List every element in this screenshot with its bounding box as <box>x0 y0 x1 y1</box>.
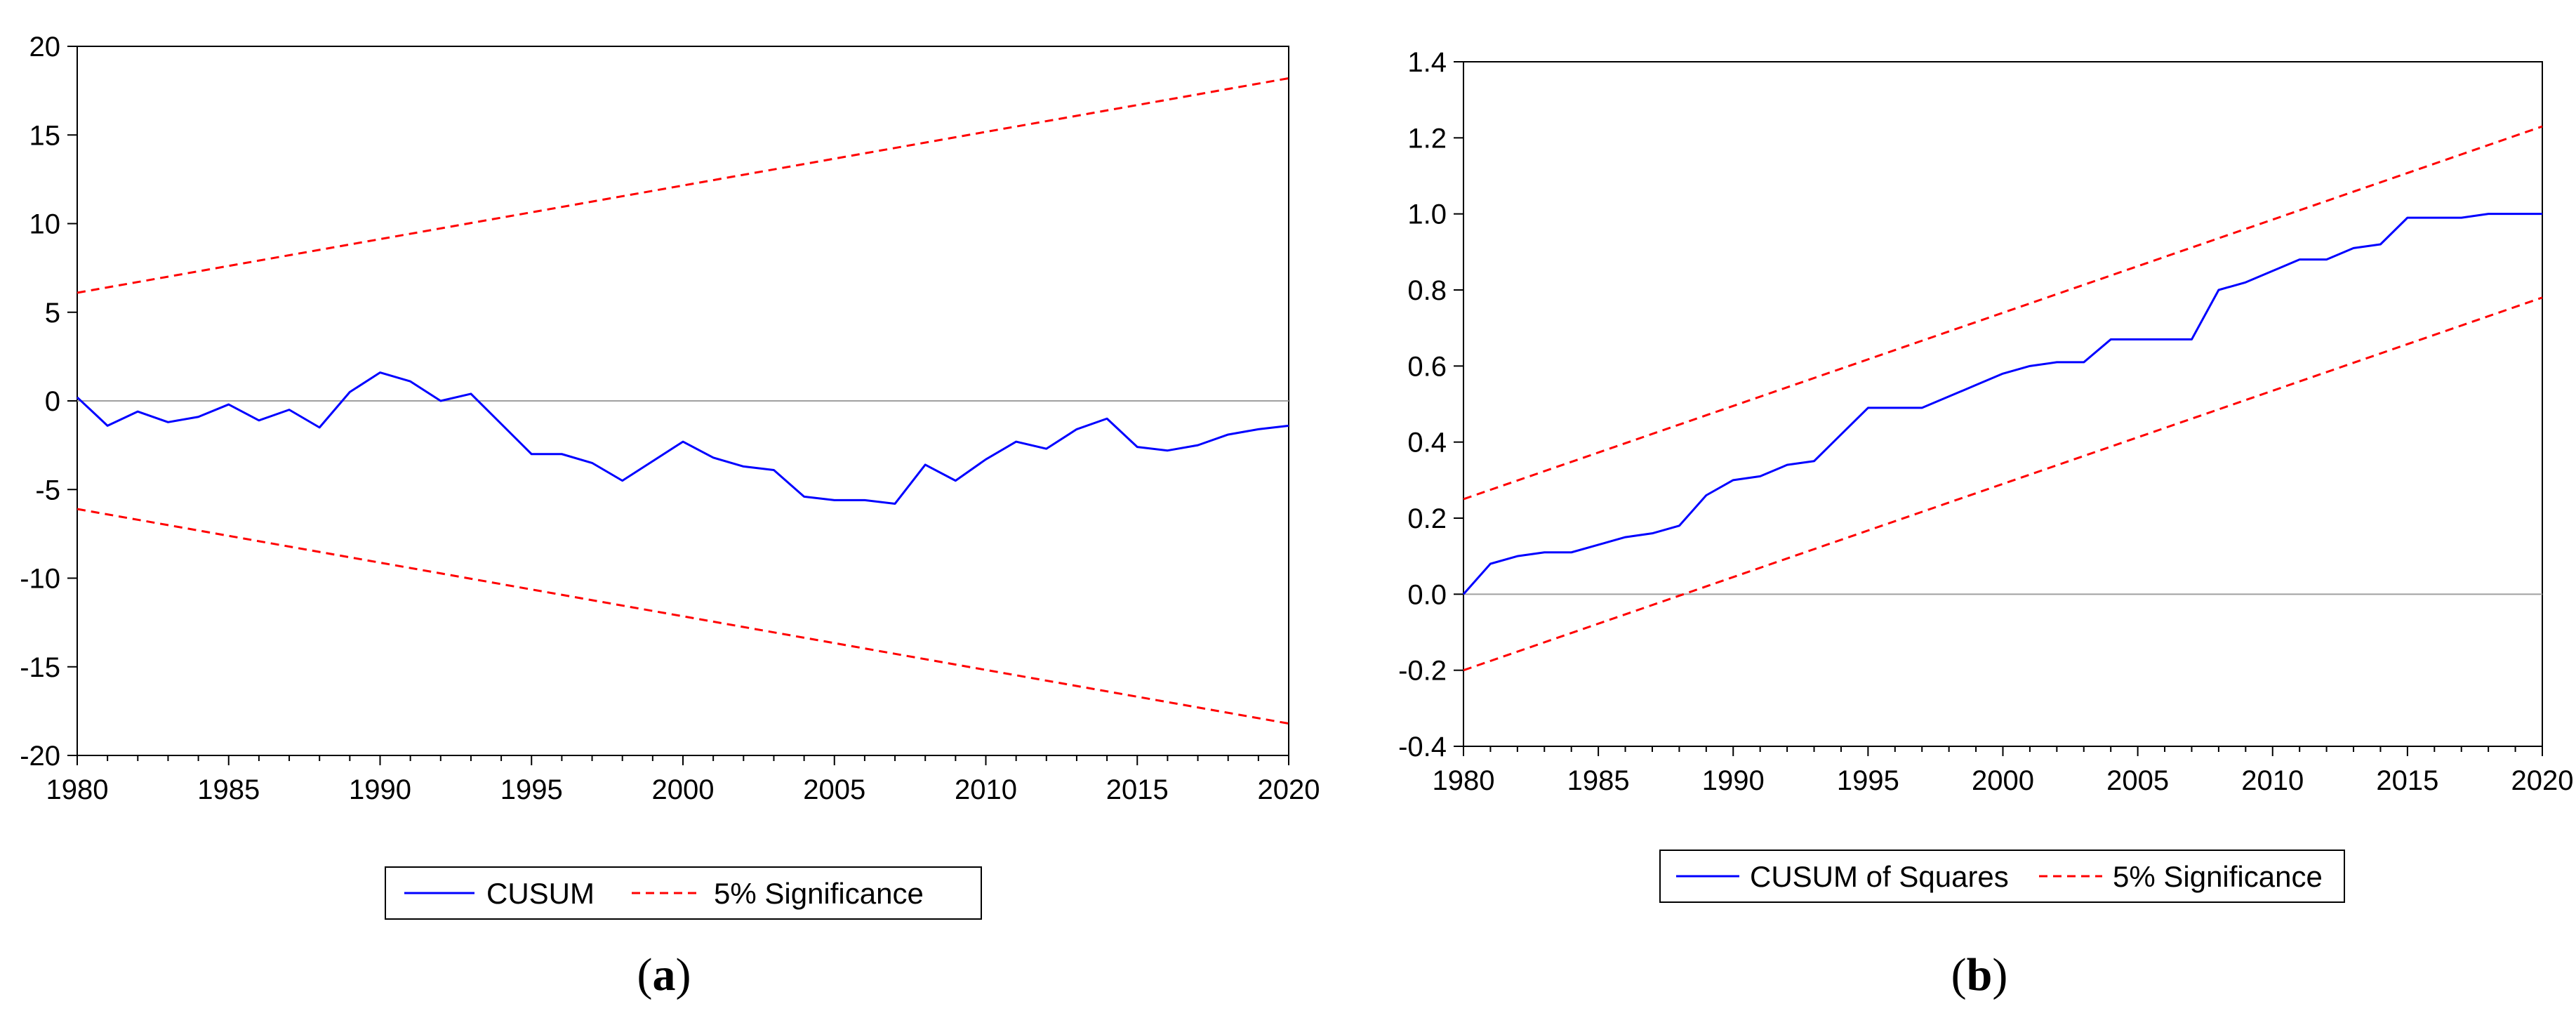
x-tick-label: 2000 <box>1972 765 2034 796</box>
panel-label-a: (a) <box>637 949 691 1000</box>
panel-label-a-letter: a <box>653 949 676 1000</box>
y-tick-label: 0.0 <box>1407 579 1447 610</box>
x-axis: 1980 1985 1990 1995 2000 2005 2010 2015 2020 <box>1433 746 2574 796</box>
x-tick-label: 2015 <box>1106 774 1169 805</box>
legend-box <box>385 866 982 920</box>
legend: CUSUM of Squares 5% Significance <box>1659 850 2345 903</box>
legend: CUSUM 5% Significance <box>385 866 982 920</box>
legend-label-significance: 5% Significance <box>714 877 924 910</box>
lower-significance-bound-line <box>77 508 1289 725</box>
x-tick-label: 1995 <box>500 774 563 805</box>
legend-label-cusum: CUSUM <box>486 877 595 910</box>
x-tick-label: 2005 <box>2106 765 2169 796</box>
y-tick-label: -15 <box>20 652 60 683</box>
upper-significance-bound-line <box>77 77 1289 294</box>
y-tick-label: 20 <box>29 32 61 62</box>
upper-significance-bound-line <box>1463 125 2543 501</box>
x-tick-label: 2005 <box>803 774 865 805</box>
legend-label-significance: 5% Significance <box>2113 860 2323 893</box>
y-axis: 1.4 1.2 1.0 0.8 0.6 0.4 0.2 0.0 -0.2 -0.4 <box>1398 47 1463 762</box>
y-tick-label: 10 <box>29 209 61 240</box>
x-tick-label: 2000 <box>652 774 715 805</box>
cusum-line <box>76 371 1289 505</box>
cusum-of-squares-line <box>1462 213 2542 595</box>
series-lines <box>76 77 1289 725</box>
y-tick-label: -5 <box>35 475 60 505</box>
y-tick-label: 5 <box>45 298 60 329</box>
y-tick-label: -10 <box>20 564 60 595</box>
cusum-squares-chart-panel: 1.41.21.00.80.60.40.20.0-0.2-0.4 1980 198… <box>1398 47 2573 1000</box>
x-tick-label: 1985 <box>197 774 260 805</box>
y-tick-label: 0.6 <box>1407 351 1447 382</box>
lower-significance-bound-line <box>1463 296 2543 672</box>
legend-label-cusum-squares: CUSUM of Squares <box>1750 860 2009 893</box>
legend-box <box>1659 850 2345 903</box>
y-tick-label: 1.4 <box>1407 47 1447 78</box>
x-tick-label: 1990 <box>1702 765 1765 796</box>
x-axis: 1980 1985 1990 1995 2000 2005 2010 2015 2020 <box>46 755 1320 805</box>
x-tick-label: 1985 <box>1567 765 1630 796</box>
x-tick-label: 1980 <box>46 774 109 805</box>
x-tick-label: 2010 <box>955 774 1017 805</box>
x-tick-label: 2015 <box>2376 765 2438 796</box>
y-tick-label: 0.2 <box>1407 503 1447 534</box>
panel-label-b: (b) <box>1951 949 2008 1000</box>
x-tick-label: 2020 <box>2511 765 2574 796</box>
plot-frame <box>1463 61 2543 747</box>
series-lines <box>1462 125 2543 672</box>
x-tick-label: 1980 <box>1433 765 1495 796</box>
y-tick-label: 15 <box>29 120 61 151</box>
y-tick-label: -20 <box>20 741 60 772</box>
y-tick-label: 0 <box>45 386 60 417</box>
x-tick-label: 2020 <box>1258 774 1320 805</box>
x-tick-label: 1995 <box>1837 765 1899 796</box>
y-tick-label: -0.4 <box>1398 732 1447 762</box>
y-tick-label: 0.4 <box>1407 428 1447 458</box>
y-tick-label: 1.2 <box>1407 123 1447 154</box>
y-axis: 20 15 10 5 0 -5 -10 -15 -20 <box>20 32 77 772</box>
x-tick-label: 1990 <box>349 774 411 805</box>
x-tick-label: 2010 <box>2241 765 2304 796</box>
y-tick-label: 1.0 <box>1407 199 1447 230</box>
panel-label-b-letter: b <box>1967 949 1993 1000</box>
y-tick-label: 0.8 <box>1407 275 1447 306</box>
y-tick-label: -0.2 <box>1398 656 1447 687</box>
